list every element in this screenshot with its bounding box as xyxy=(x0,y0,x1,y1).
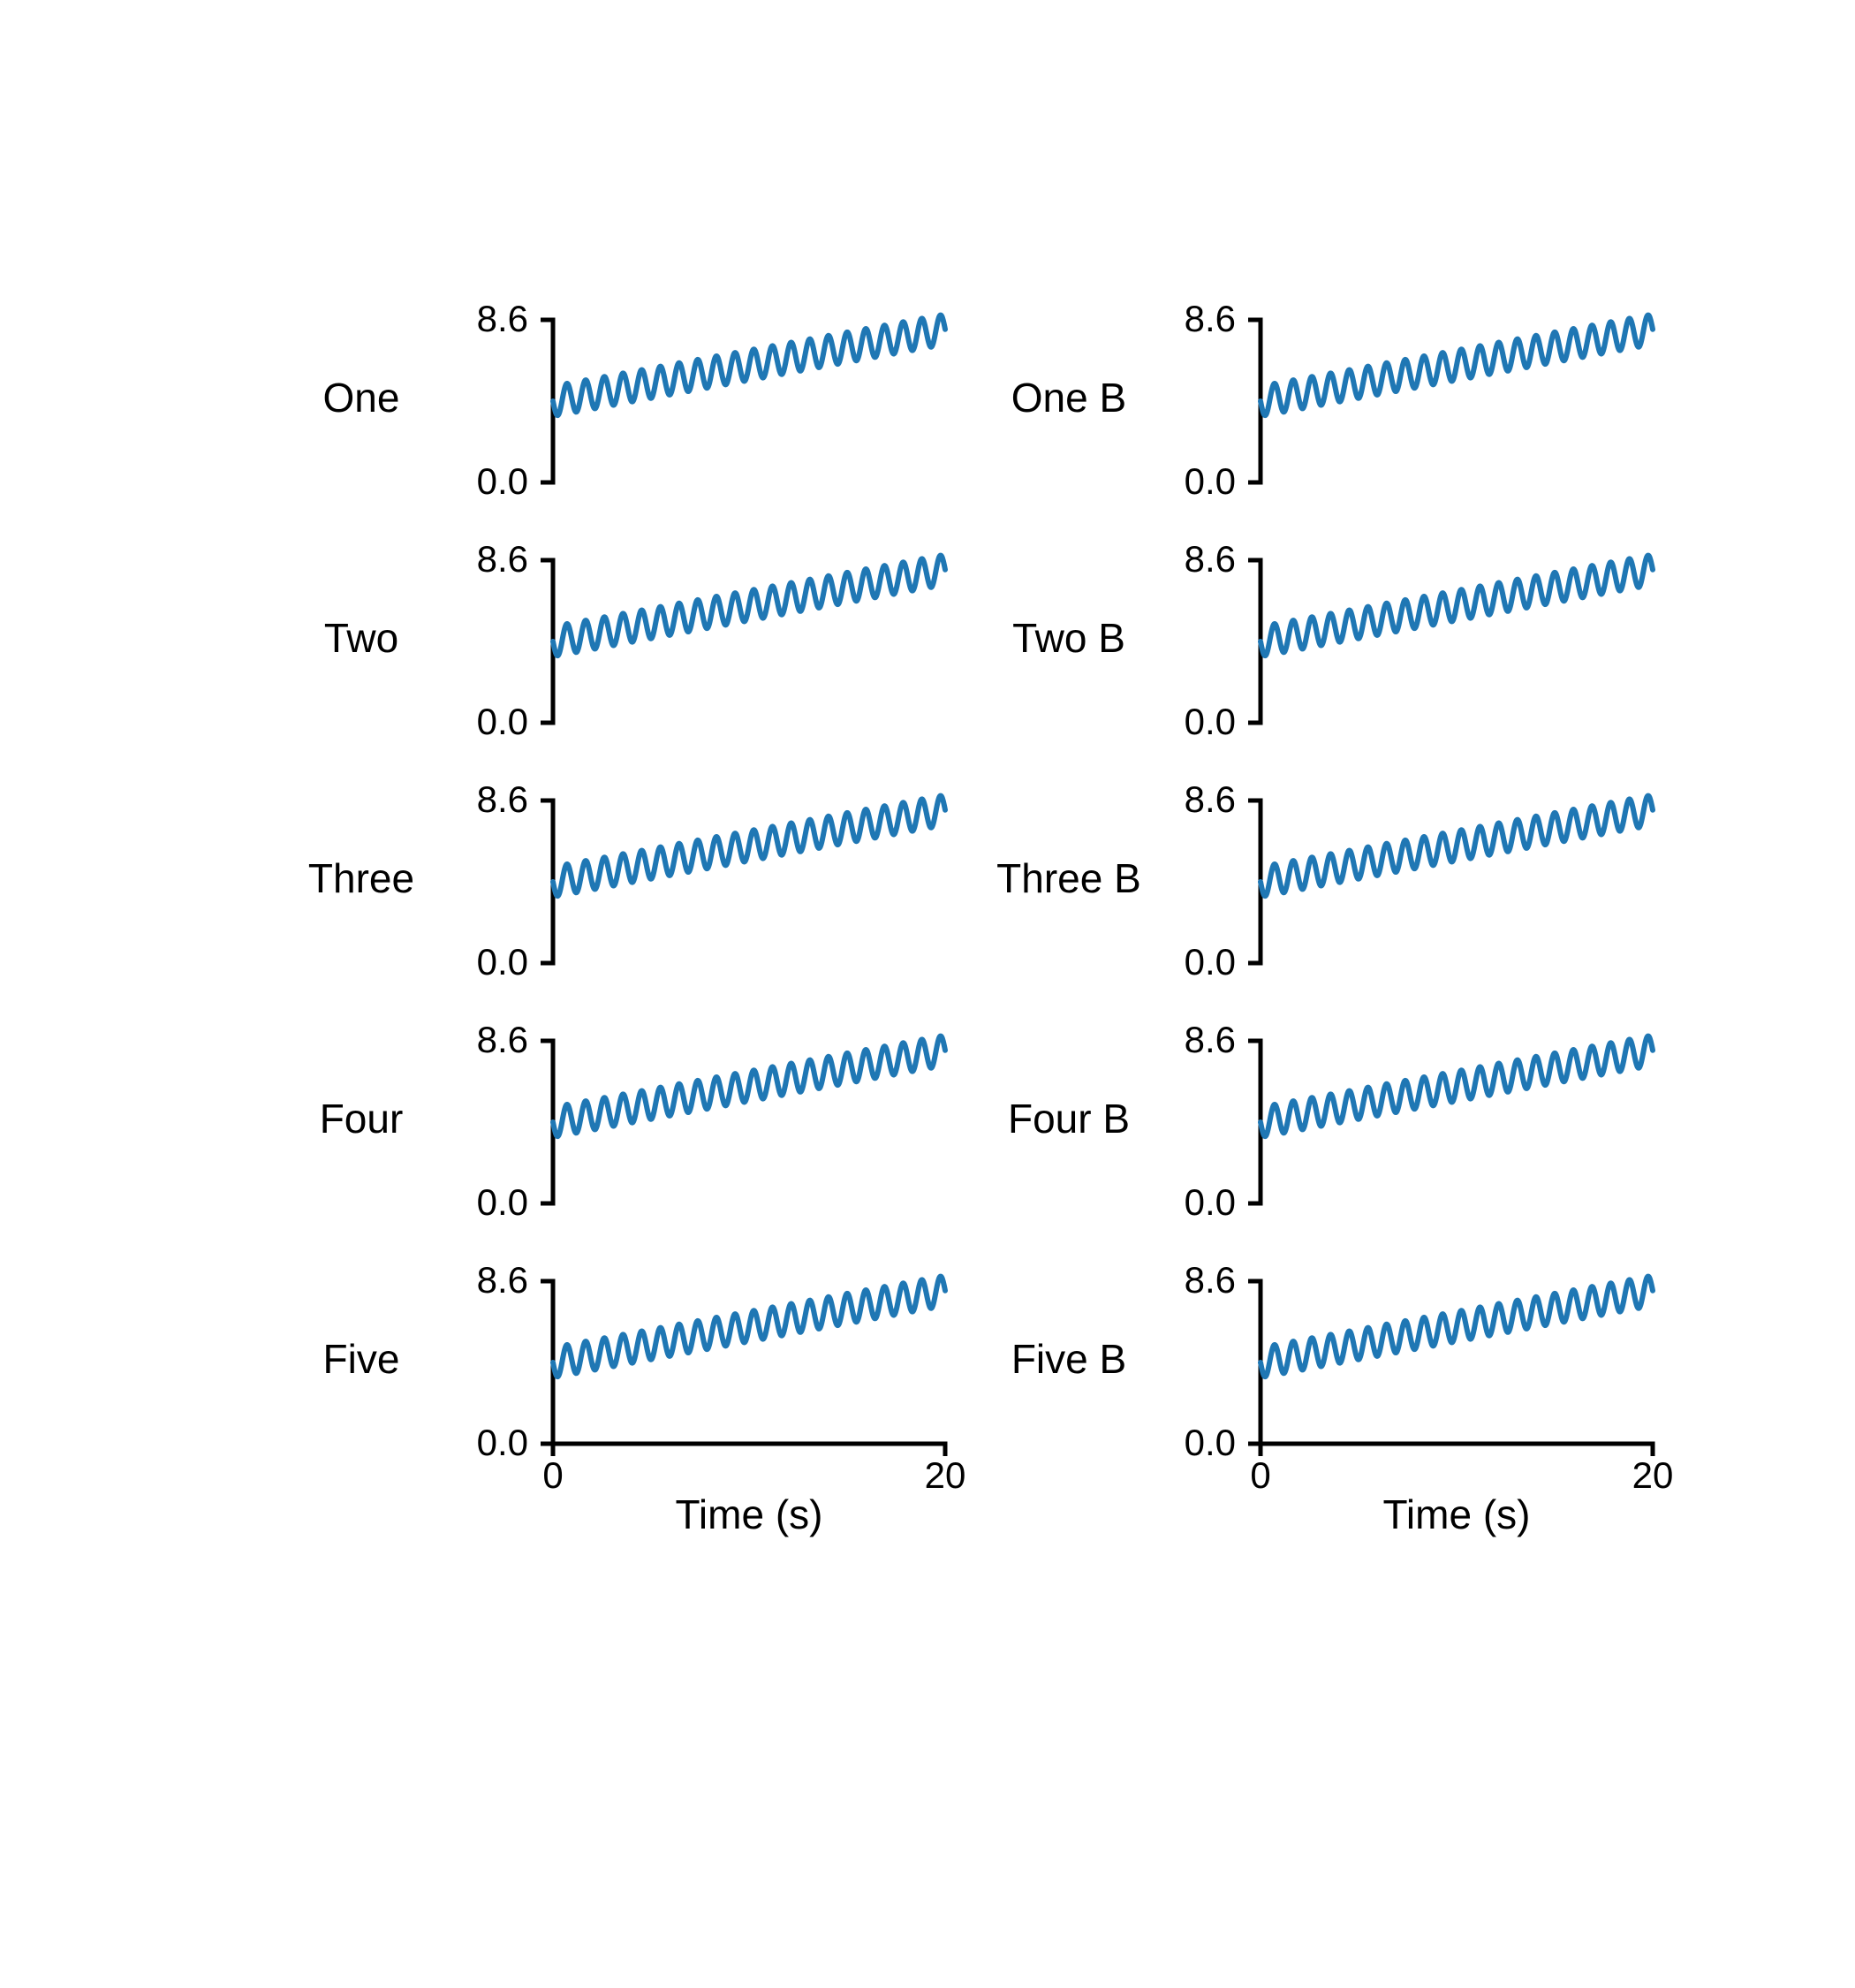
subplot-four: Four 8.6 0.0 xyxy=(320,1019,948,1223)
row-label: Three xyxy=(308,855,414,901)
y-tick-label-max: 8.6 xyxy=(1185,778,1236,820)
y-tick-label-max: 8.6 xyxy=(1185,298,1236,339)
y-tick-label-min: 0.0 xyxy=(1185,1422,1236,1463)
y-tick-label-max: 8.6 xyxy=(477,778,528,820)
y-tick-label-min: 0.0 xyxy=(1185,941,1236,983)
y-tick-label-max: 8.6 xyxy=(1185,1019,1236,1060)
y-tick-label-min: 0.0 xyxy=(1185,460,1236,502)
y-tick-label-max: 8.6 xyxy=(1185,538,1236,580)
y-tick-label-min: 0.0 xyxy=(477,701,528,742)
series-line-0 xyxy=(1258,1033,1655,1140)
subplot-five-b: Five B 8.6 0.0 0 20 Time (s) xyxy=(1011,1259,1674,1537)
x-tick-label-start: 0 xyxy=(1250,1454,1270,1496)
x-tick-label-start: 0 xyxy=(542,1454,563,1496)
subplot-two: Two 8.6 0.0 xyxy=(324,538,948,742)
row-label: Two xyxy=(324,615,398,661)
series-line-0 xyxy=(1258,312,1655,419)
x-axis-title: Time (s) xyxy=(1383,1491,1531,1537)
row-label: One xyxy=(323,375,400,421)
series-line-0 xyxy=(550,1273,948,1380)
x-axis-title: Time (s) xyxy=(676,1491,823,1537)
subplot-one: One 8.6 0.0 xyxy=(323,298,948,502)
series-line-0 xyxy=(550,552,948,659)
y-tick-label-min: 0.0 xyxy=(477,460,528,502)
subplot-three: Three 8.6 0.0 xyxy=(308,778,948,983)
y-tick-label-max: 8.6 xyxy=(477,1259,528,1301)
series-line-0 xyxy=(550,793,948,899)
row-label: Three B xyxy=(996,855,1141,901)
y-tick-label-max: 8.6 xyxy=(477,538,528,580)
y-tick-label-min: 0.0 xyxy=(1185,701,1236,742)
row-label: Five xyxy=(323,1336,400,1382)
series-line-0 xyxy=(1258,1273,1655,1380)
x-tick-label-end: 20 xyxy=(1632,1454,1674,1496)
series-line-0 xyxy=(1258,793,1655,899)
y-tick-label-max: 8.6 xyxy=(477,298,528,339)
y-tick-label-min: 0.0 xyxy=(477,1422,528,1463)
y-tick-label-min: 0.0 xyxy=(477,1181,528,1223)
row-label: Two B xyxy=(1012,615,1125,661)
y-tick-label-min: 0.0 xyxy=(1185,1181,1236,1223)
subplot-two-b: Two B 8.6 0.0 xyxy=(1012,538,1655,742)
row-label: Four B xyxy=(1008,1096,1130,1142)
row-label: One B xyxy=(1011,375,1126,421)
y-tick-label-max: 8.6 xyxy=(1185,1259,1236,1301)
row-label: Four xyxy=(320,1096,404,1142)
subplot-five: Five 8.6 0.0 0 20 Time (s) xyxy=(323,1259,966,1537)
series-line-0 xyxy=(550,1033,948,1140)
y-tick-label-min: 0.0 xyxy=(477,941,528,983)
subplot-one-b: One B 8.6 0.0 xyxy=(1011,298,1655,502)
subplot-three-b: Three B 8.6 0.0 xyxy=(996,778,1655,983)
y-tick-label-max: 8.6 xyxy=(477,1019,528,1060)
series-line-0 xyxy=(1258,552,1655,659)
x-tick-label-end: 20 xyxy=(925,1454,966,1496)
series-line-0 xyxy=(550,312,948,419)
subplot-four-b: Four B 8.6 0.0 xyxy=(1008,1019,1655,1223)
row-label: Five B xyxy=(1011,1336,1126,1382)
